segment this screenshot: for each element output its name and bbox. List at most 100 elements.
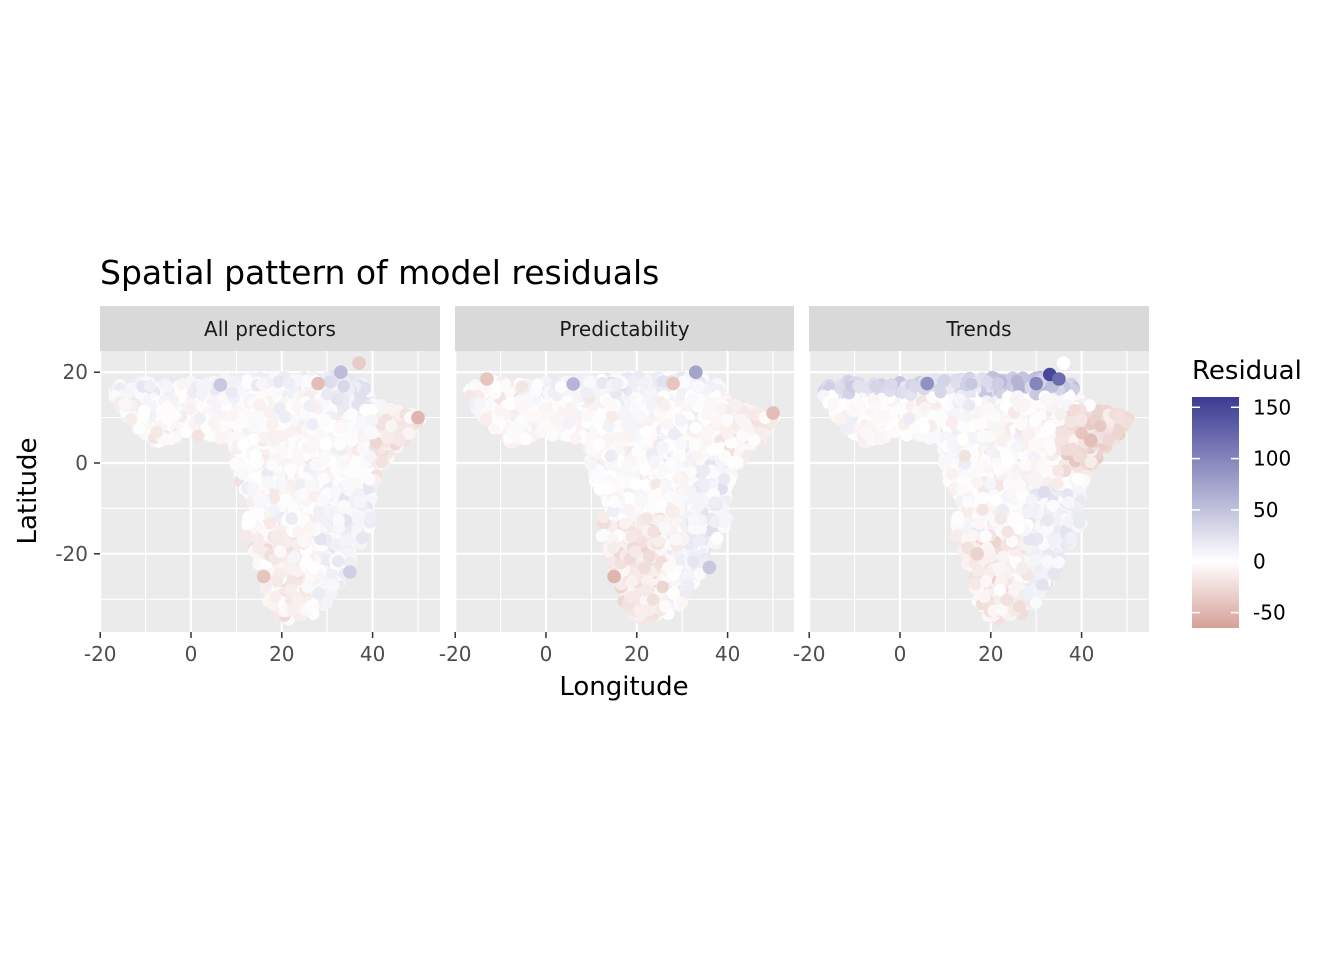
residual-point: [965, 377, 978, 391]
residual-point: [288, 550, 301, 563]
residual-point: [342, 464, 356, 477]
residual-point: [164, 432, 177, 446]
residual-point: [607, 541, 620, 554]
residual-point: [700, 408, 713, 421]
residual-point: [1035, 568, 1049, 582]
residual-point: [319, 414, 333, 427]
residual-point: [650, 478, 663, 491]
residual-point: [217, 410, 230, 423]
residual-point: [620, 458, 634, 471]
residual-point: [1023, 533, 1036, 546]
residual-point: [647, 525, 660, 538]
residual-point: [958, 449, 971, 463]
residual-point: [1036, 578, 1049, 591]
residual-point: [316, 493, 329, 507]
facet-strip-label: Predictability: [559, 317, 689, 341]
residual-point: [1064, 415, 1078, 429]
residual-point: [581, 409, 594, 422]
residual-point: [249, 449, 262, 463]
residual-point: [613, 431, 626, 444]
x-axis-title: Longitude: [559, 672, 688, 702]
residual-point: [994, 512, 1007, 525]
residual-point: [366, 427, 379, 440]
residual-point: [841, 422, 855, 435]
residual-point: [1025, 493, 1038, 507]
residual-point: [1013, 479, 1026, 492]
residual-point: [343, 556, 356, 569]
residual-point: [962, 495, 975, 508]
residual-point: [669, 533, 682, 546]
residual-point: [263, 517, 277, 530]
residual-point: [304, 479, 317, 492]
residual-point: [1040, 393, 1053, 406]
residual-point: [353, 496, 366, 509]
residual-point: [309, 458, 323, 471]
residual-point: [1043, 421, 1056, 435]
residual-point: [967, 431, 980, 444]
panels-layer: All predictors-20 0 20 40200-20Predictabili…: [55, 306, 1149, 666]
residual-point: [721, 427, 734, 440]
residual-point: [709, 515, 722, 528]
residual-point: [692, 380, 705, 393]
residual-point: [312, 587, 325, 600]
residual-point: [667, 587, 680, 600]
residual-point: [1063, 515, 1076, 528]
residual-point: [949, 530, 963, 543]
residual-point: [701, 425, 714, 438]
residual-point: [628, 545, 642, 558]
residual-point: [658, 521, 671, 534]
residual-point: [267, 503, 280, 517]
legend-colorbar: [1192, 397, 1239, 628]
residual-point: [985, 445, 998, 458]
residual-point: [385, 419, 398, 433]
residual-point: [631, 445, 644, 458]
residual-point: [284, 425, 297, 438]
residual-point: [1010, 580, 1023, 594]
residual-point: [1075, 427, 1088, 440]
residual-point: [960, 410, 973, 423]
points-layer: [108, 356, 426, 626]
residual-point: [328, 485, 342, 498]
facet-strip: [455, 306, 794, 351]
residual-point: [700, 434, 713, 447]
residual-point: [583, 375, 596, 388]
residual-point: [638, 463, 652, 476]
residual-point: [721, 414, 734, 427]
residual-point: [546, 429, 559, 442]
residual-point: [736, 429, 750, 443]
residual-point-highlight: [311, 376, 325, 391]
x-tick-label: 40: [1069, 642, 1094, 666]
residual-point: [638, 561, 651, 575]
x-tick-label: -20: [439, 642, 472, 666]
residual-point: [664, 458, 678, 471]
residual-point: [945, 467, 959, 481]
residual-point: [643, 550, 656, 563]
residual-point: [693, 567, 706, 581]
residual-point: [992, 463, 1006, 476]
residual-point: [961, 504, 974, 518]
residual-point: [284, 583, 298, 597]
legend-tick-label: -50: [1253, 601, 1286, 625]
residual-point: [270, 530, 283, 543]
residual-point: [326, 568, 339, 582]
residual-point: [1006, 487, 1019, 501]
residual-point: [303, 399, 316, 412]
residual-point: [531, 378, 544, 391]
residual-point: [381, 429, 395, 443]
residual-point: [661, 418, 674, 431]
residual-point: [273, 402, 286, 415]
residual-point: [332, 514, 345, 527]
residual-point: [697, 464, 711, 477]
residual-point: [595, 530, 609, 543]
residual-point: [1012, 521, 1025, 534]
residual-point: [270, 575, 284, 588]
residual-point: [683, 485, 697, 498]
residual-point: [331, 393, 344, 406]
residual-point: [345, 408, 358, 421]
residual-point: [274, 477, 288, 490]
residual-point: [639, 425, 652, 438]
residual-point: [538, 402, 551, 415]
residual-point: [983, 477, 997, 490]
residual-point: [168, 409, 182, 422]
x-tick-label: 0: [894, 642, 907, 666]
